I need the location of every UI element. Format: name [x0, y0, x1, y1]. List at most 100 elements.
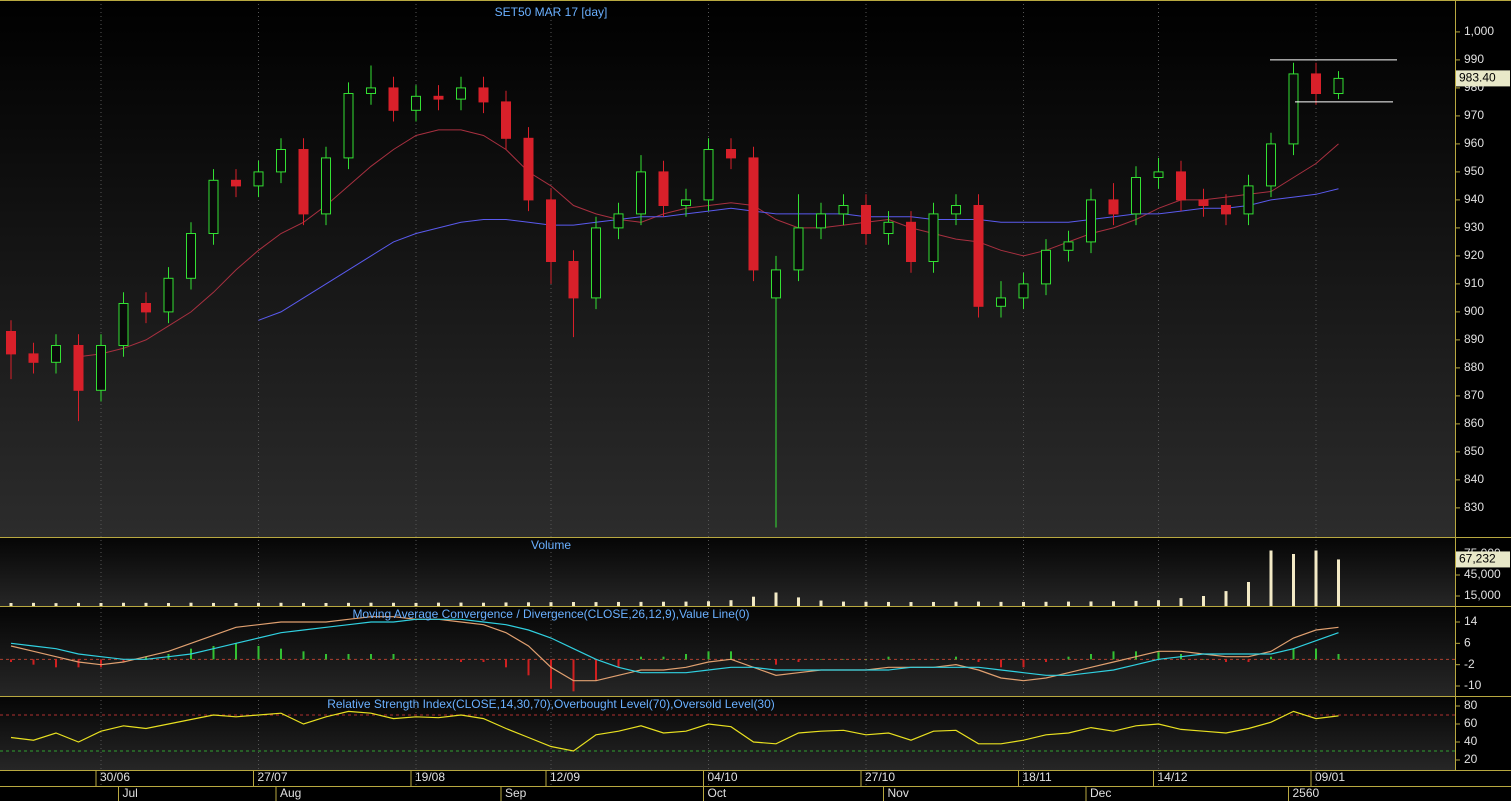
y-tick-label: 840 [1464, 472, 1484, 486]
candle-body [411, 95, 421, 111]
histogram-bar [1067, 656, 1070, 660]
histogram-bar [1247, 659, 1250, 662]
candle-body [478, 87, 489, 103]
candle-body [658, 171, 669, 207]
x-tick-label: 09/01 [1315, 770, 1345, 784]
rsi-line [10, 710, 1339, 752]
volume-bar [1337, 559, 1340, 606]
volume-bar [1067, 601, 1070, 606]
y-tick-label: 880 [1464, 360, 1484, 374]
histogram-bar [460, 659, 462, 662]
y-tick-label: 940 [1464, 192, 1484, 206]
candle-body [1108, 199, 1119, 215]
histogram-bar [1112, 651, 1115, 660]
volume-bar [572, 602, 575, 606]
price-panel [0, 0, 1455, 537]
histogram-bar [32, 659, 35, 665]
histogram-bar [55, 659, 57, 668]
volume-bar [819, 600, 823, 606]
volume-bar [1179, 598, 1183, 606]
y-tick-label: 870 [1464, 388, 1484, 402]
candle-body [231, 179, 241, 187]
histogram-bar [842, 659, 845, 660]
candle-body [636, 171, 646, 215]
candle-body [771, 269, 781, 299]
histogram-bar [887, 656, 890, 660]
histogram-bar [1337, 654, 1340, 660]
histogram-bar [257, 646, 260, 660]
candle-body [861, 205, 871, 235]
histogram-bar [685, 654, 687, 660]
histogram-bar [977, 659, 980, 662]
volume-bar [459, 602, 463, 606]
volume-bar [167, 602, 170, 606]
volume-bar [234, 602, 238, 606]
volume-bar [279, 602, 283, 606]
histogram-bar [1000, 659, 1002, 668]
candle-body [748, 157, 759, 271]
last-volume: 67,232 [1459, 552, 1496, 566]
x-tick-label: 27/07 [258, 770, 288, 784]
volume-bar [797, 597, 800, 606]
volume-bar [1247, 581, 1250, 606]
candle-body [28, 353, 39, 363]
histogram-bar [302, 651, 305, 660]
candle-body [703, 149, 714, 201]
volume-bar [9, 602, 13, 606]
candle-body [118, 302, 129, 346]
y-tick-label: 60 [1464, 716, 1478, 730]
candle-body [523, 137, 534, 201]
candle-body [973, 205, 984, 307]
volume-bar [437, 602, 440, 606]
histogram-bar [1292, 648, 1295, 660]
volume-bar [144, 602, 148, 606]
volume-bar [482, 602, 485, 606]
y-tick-label: 990 [1464, 52, 1484, 66]
candle-body [996, 297, 1006, 307]
candle-body [1131, 177, 1141, 215]
y-tick-label: 930 [1464, 220, 1484, 234]
histogram-bar [77, 659, 80, 668]
candle-body [591, 227, 601, 299]
candle-body [51, 344, 61, 363]
volume-bar [99, 602, 103, 606]
histogram-bar [100, 659, 102, 668]
month-label: Jul [123, 786, 138, 800]
candle-body [6, 330, 16, 355]
month-label: Nov [888, 786, 909, 800]
volume-bar [662, 601, 665, 606]
histogram-bar [955, 656, 957, 660]
histogram-bar [1315, 648, 1317, 660]
histogram-bar [1202, 659, 1205, 660]
histogram-bar [1022, 659, 1025, 668]
volume-bar [1292, 554, 1295, 606]
volume-bar [54, 603, 58, 606]
volume-bar [639, 601, 643, 606]
histogram-bar [437, 659, 440, 660]
histogram-bar [910, 659, 912, 660]
y-tick-label: 14 [1464, 614, 1478, 628]
y-tick-label: 890 [1464, 332, 1484, 346]
volume-bar [617, 601, 620, 606]
panel-title: Moving Average Convergence / Divergence(… [352, 607, 749, 621]
y-tick-label: 900 [1464, 304, 1484, 318]
candle-body [816, 213, 826, 229]
month-label: Sep [505, 786, 527, 800]
volume-bar [954, 601, 958, 606]
volume-bar [32, 602, 35, 606]
histogram-bar [932, 659, 935, 660]
volume-bar [729, 600, 733, 606]
last-volume-box [1456, 551, 1510, 568]
histogram-bar [595, 659, 597, 681]
histogram-bar [1270, 656, 1272, 660]
macd-line [10, 618, 1339, 676]
candle-body [501, 101, 511, 139]
x-tick-label: 18/11 [1023, 770, 1052, 784]
candle-body [1086, 199, 1096, 243]
candle-body [726, 149, 736, 159]
candle-body [1041, 249, 1051, 285]
volume-bar [864, 601, 868, 606]
y-tick-label: 910 [1464, 276, 1484, 290]
